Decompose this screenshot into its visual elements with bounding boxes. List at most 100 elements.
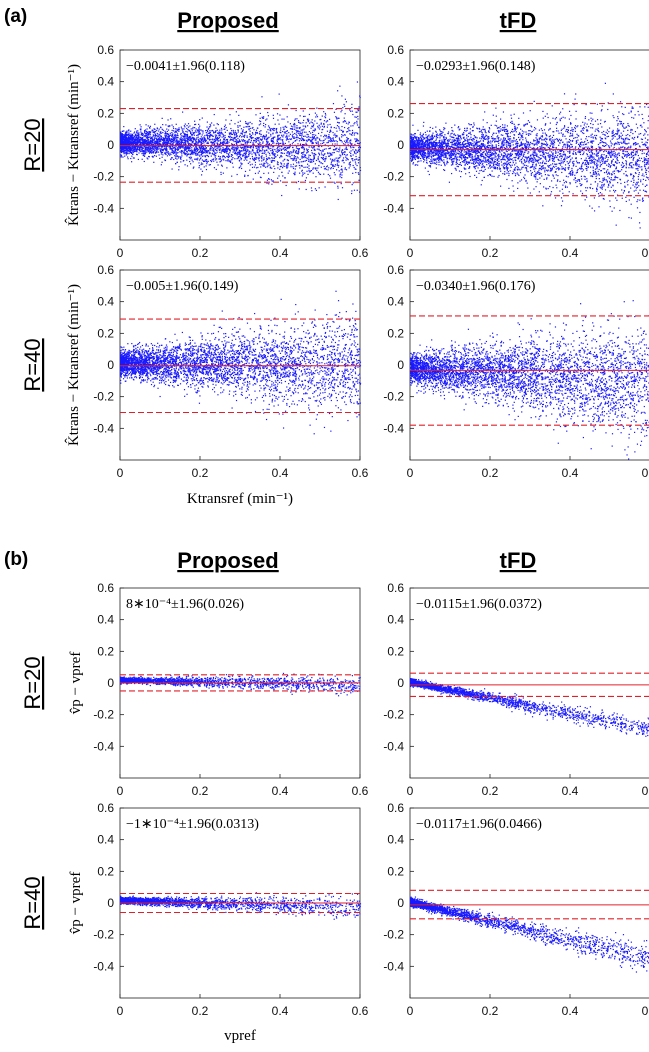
data-point	[301, 158, 302, 159]
data-point	[308, 140, 309, 141]
data-point	[321, 157, 322, 158]
data-point	[344, 144, 345, 145]
data-point	[326, 137, 327, 138]
data-point	[167, 152, 168, 153]
data-point	[215, 134, 216, 135]
data-point	[503, 137, 504, 138]
data-point	[144, 139, 145, 140]
data-point	[265, 126, 266, 127]
data-point	[240, 121, 241, 122]
data-point	[214, 114, 215, 115]
data-point	[257, 132, 258, 133]
data-point	[291, 126, 292, 127]
data-point	[308, 170, 309, 171]
data-point	[527, 153, 528, 154]
data-point	[255, 173, 256, 174]
data-point	[311, 150, 312, 151]
data-point	[215, 136, 216, 137]
data-point	[283, 127, 284, 128]
data-point	[150, 147, 151, 148]
data-point	[275, 153, 276, 154]
data-point	[346, 148, 347, 149]
data-point	[353, 154, 354, 155]
data-point	[256, 148, 257, 149]
data-point	[136, 146, 137, 147]
data-point	[167, 138, 168, 139]
data-point	[351, 143, 352, 144]
data-point	[136, 151, 137, 152]
data-point	[332, 164, 333, 165]
data-point	[336, 158, 337, 159]
data-point	[284, 159, 285, 160]
data-point	[168, 129, 169, 130]
data-point	[212, 143, 213, 144]
data-point	[236, 136, 237, 137]
y-tick-label: -0.2	[383, 170, 404, 184]
data-point	[300, 135, 301, 136]
x-tick-label: 0	[407, 246, 414, 260]
data-point	[603, 131, 604, 132]
data-point	[131, 135, 132, 136]
data-point	[303, 136, 304, 137]
data-point	[328, 134, 329, 135]
data-point	[601, 109, 602, 110]
data-point	[336, 131, 337, 132]
data-point	[219, 137, 220, 138]
data-point	[622, 113, 623, 114]
data-point	[310, 133, 311, 134]
data-point	[273, 130, 274, 131]
data-point	[153, 151, 154, 152]
data-point	[244, 135, 245, 136]
data-point	[268, 152, 269, 153]
data-point	[275, 156, 276, 157]
data-point	[596, 163, 597, 164]
data-point	[203, 141, 204, 142]
data-point	[272, 181, 273, 182]
data-point	[199, 156, 200, 157]
data-point	[200, 138, 201, 139]
data-point	[214, 141, 215, 142]
data-point	[178, 142, 179, 143]
data-point	[259, 171, 260, 172]
data-point	[315, 139, 316, 140]
data-point	[169, 153, 170, 154]
data-point	[325, 168, 326, 169]
data-point	[464, 128, 465, 129]
data-point	[176, 152, 177, 153]
data-point	[168, 141, 169, 142]
data-point	[255, 164, 256, 165]
data-point	[155, 135, 156, 136]
data-point	[229, 152, 230, 153]
data-point	[273, 115, 274, 116]
data-point	[575, 177, 576, 178]
data-point	[301, 147, 302, 148]
data-point	[138, 135, 139, 136]
data-point	[349, 122, 350, 123]
data-point	[138, 152, 139, 153]
data-point	[278, 149, 279, 150]
data-point	[312, 169, 313, 170]
data-point	[311, 159, 312, 160]
data-point	[160, 151, 161, 152]
row-title-r20-a: R=20	[20, 118, 45, 171]
data-point	[130, 158, 131, 159]
data-point	[345, 157, 346, 158]
data-point	[165, 132, 166, 133]
y-tick-label: 0.6	[387, 43, 404, 57]
data-point	[150, 136, 151, 137]
data-point	[181, 127, 182, 128]
data-point	[223, 139, 224, 140]
data-point	[192, 153, 193, 154]
annotation-text: −0.0041±1.96(0.118)	[126, 59, 245, 74]
data-point	[324, 159, 325, 160]
data-point	[136, 139, 137, 140]
data-point	[331, 127, 332, 128]
data-point	[296, 162, 297, 163]
data-point	[263, 118, 264, 119]
data-point	[150, 126, 151, 127]
data-point	[584, 176, 585, 177]
data-point	[316, 114, 317, 115]
data-point	[333, 168, 334, 169]
data-point	[600, 137, 601, 138]
data-point	[266, 134, 267, 135]
